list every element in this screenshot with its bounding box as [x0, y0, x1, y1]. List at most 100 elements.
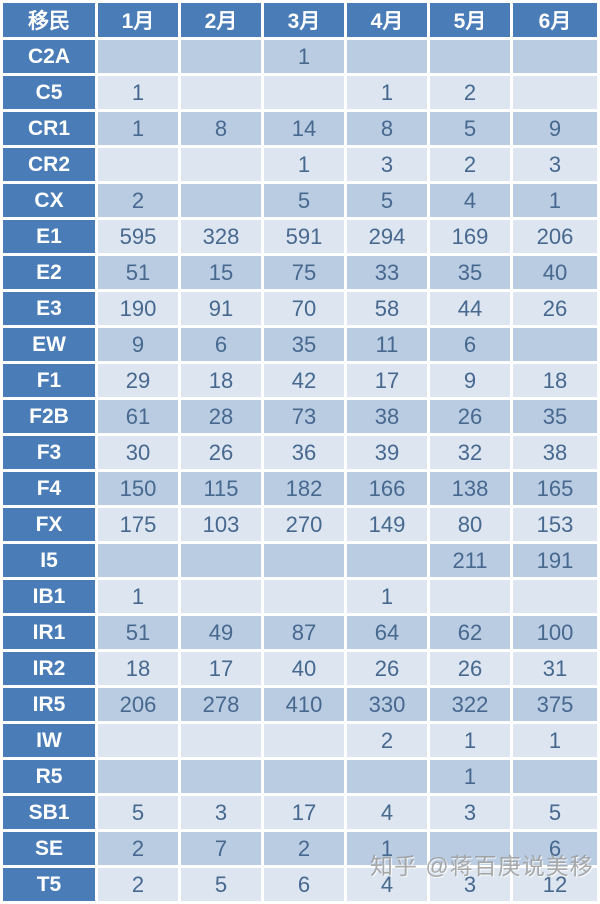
value-cell: 4 [347, 868, 427, 901]
value-cell: 6 [513, 832, 597, 865]
value-cell: 1 [430, 724, 510, 757]
value-cell: 595 [98, 220, 178, 253]
row-label: IR2 [3, 652, 95, 685]
table-row: SE 2 7 2 1 6 [3, 832, 597, 865]
value-cell: 2 [347, 724, 427, 757]
value-cell [181, 184, 261, 217]
value-cell: 40 [264, 652, 344, 685]
value-cell: 42 [264, 364, 344, 397]
table-body: C2A 1 C5 1 1 2 CR1 1 8 14 8 5 9 CR2 1 3 2 3 CX 2 5 5 4 1 E1 595 32… [3, 40, 597, 901]
value-cell: 51 [98, 616, 178, 649]
table-row: E2 51 15 75 33 35 40 [3, 256, 597, 289]
value-cell: 153 [513, 508, 597, 541]
table-row: CX 2 5 5 4 1 [3, 184, 597, 217]
value-cell: 5 [181, 868, 261, 901]
table-row: E3 190 91 70 58 44 26 [3, 292, 597, 325]
value-cell: 1 [347, 832, 427, 865]
value-cell: 39 [347, 436, 427, 469]
table-row: C5 1 1 2 [3, 76, 597, 109]
value-cell: 73 [264, 400, 344, 433]
row-label: R5 [3, 760, 95, 793]
value-cell [98, 40, 178, 73]
value-cell: 2 [430, 148, 510, 181]
value-cell [181, 760, 261, 793]
value-cell: 175 [98, 508, 178, 541]
row-label: FX [3, 508, 95, 541]
row-label: SE [3, 832, 95, 865]
value-cell [264, 76, 344, 109]
column-header-month-4: 4月 [347, 3, 427, 37]
table-row: F2B 61 28 73 38 26 35 [3, 400, 597, 433]
value-cell: 3 [347, 148, 427, 181]
value-cell: 5 [430, 112, 510, 145]
value-cell: 169 [430, 220, 510, 253]
value-cell: 35 [430, 256, 510, 289]
header-row: 移民 1月 2月 3月 4月 5月 6月 [3, 3, 597, 37]
value-cell: 9 [430, 364, 510, 397]
table-row: F1 29 18 42 17 9 18 [3, 364, 597, 397]
row-label: F3 [3, 436, 95, 469]
column-header-month-1: 1月 [98, 3, 178, 37]
row-label: CR2 [3, 148, 95, 181]
value-cell [181, 724, 261, 757]
value-cell: 62 [430, 616, 510, 649]
value-cell: 206 [513, 220, 597, 253]
value-cell [98, 760, 178, 793]
value-cell: 18 [181, 364, 261, 397]
value-cell: 149 [347, 508, 427, 541]
value-cell: 58 [347, 292, 427, 325]
row-label: E3 [3, 292, 95, 325]
row-label: F2B [3, 400, 95, 433]
value-cell: 11 [347, 328, 427, 361]
value-cell: 9 [98, 328, 178, 361]
value-cell: 211 [430, 544, 510, 577]
value-cell: 17 [264, 796, 344, 829]
row-label: CR1 [3, 112, 95, 145]
table-row: IR5 206 278 410 330 322 375 [3, 688, 597, 721]
value-cell: 12 [513, 868, 597, 901]
row-label: IR5 [3, 688, 95, 721]
value-cell: 2 [98, 868, 178, 901]
value-cell: 6 [181, 328, 261, 361]
value-cell [347, 40, 427, 73]
table-row: IW 2 1 1 [3, 724, 597, 757]
value-cell: 38 [513, 436, 597, 469]
value-cell [98, 148, 178, 181]
value-cell: 115 [181, 472, 261, 505]
row-label: F4 [3, 472, 95, 505]
value-cell: 14 [264, 112, 344, 145]
table-header: 移民 1月 2月 3月 4月 5月 6月 [3, 3, 597, 37]
value-cell: 1 [98, 112, 178, 145]
value-cell: 64 [347, 616, 427, 649]
value-cell: 7 [181, 832, 261, 865]
value-cell: 33 [347, 256, 427, 289]
table-row: E1 595 328 591 294 169 206 [3, 220, 597, 253]
value-cell: 9 [513, 112, 597, 145]
value-cell: 35 [264, 328, 344, 361]
value-cell: 3 [513, 148, 597, 181]
table-row: R5 1 [3, 760, 597, 793]
value-cell: 191 [513, 544, 597, 577]
value-cell: 3 [181, 796, 261, 829]
value-cell: 17 [181, 652, 261, 685]
value-cell: 591 [264, 220, 344, 253]
value-cell: 278 [181, 688, 261, 721]
row-label: IW [3, 724, 95, 757]
value-cell: 5 [347, 184, 427, 217]
value-cell: 1 [98, 580, 178, 613]
value-cell: 3 [430, 796, 510, 829]
value-cell: 1 [347, 76, 427, 109]
value-cell: 4 [430, 184, 510, 217]
value-cell: 26 [347, 652, 427, 685]
value-cell [98, 544, 178, 577]
row-label: F1 [3, 364, 95, 397]
value-cell: 270 [264, 508, 344, 541]
table-row: CR1 1 8 14 8 5 9 [3, 112, 597, 145]
value-cell [430, 832, 510, 865]
value-cell: 6 [264, 868, 344, 901]
value-cell: 29 [98, 364, 178, 397]
value-cell [513, 40, 597, 73]
value-cell [181, 544, 261, 577]
column-header-month-2: 2月 [181, 3, 261, 37]
value-cell: 190 [98, 292, 178, 325]
